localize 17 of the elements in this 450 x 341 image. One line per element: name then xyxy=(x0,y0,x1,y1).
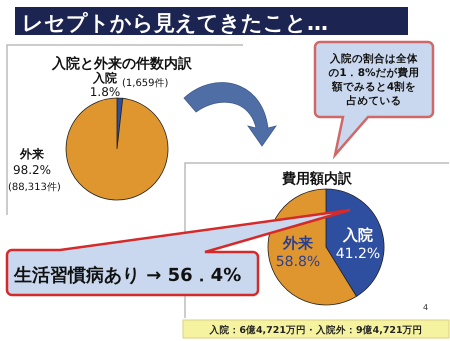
text: 4 xyxy=(423,303,428,312)
data-label: 58.8% xyxy=(276,254,320,270)
slice-label: 外来 xyxy=(19,147,44,161)
text: 入院：6億4,721万円・入院外：9億4,721万円 xyxy=(208,324,423,336)
text: (88,313件) xyxy=(8,182,61,193)
chart-title: 入院と外来の件数内訳 xyxy=(51,55,193,72)
slice-label: 入院 xyxy=(342,226,373,244)
text: 生活習慣病あり → 56．4% xyxy=(13,265,242,286)
slice-label: 外来 xyxy=(282,234,313,252)
text: 入院の割合は全体の1．8%だが費用額でみると4割を占めている xyxy=(328,52,420,107)
data-label: 41.2% xyxy=(336,246,380,262)
chart-title: 費用額内訳 xyxy=(281,170,353,187)
data-label: 98.2% xyxy=(12,163,52,177)
slice-label: 入院 xyxy=(92,71,117,85)
data-label: 1.8% xyxy=(90,85,120,99)
text: レセプトから見えてきたこと… xyxy=(22,11,328,35)
text: (1,659件) xyxy=(122,78,169,89)
